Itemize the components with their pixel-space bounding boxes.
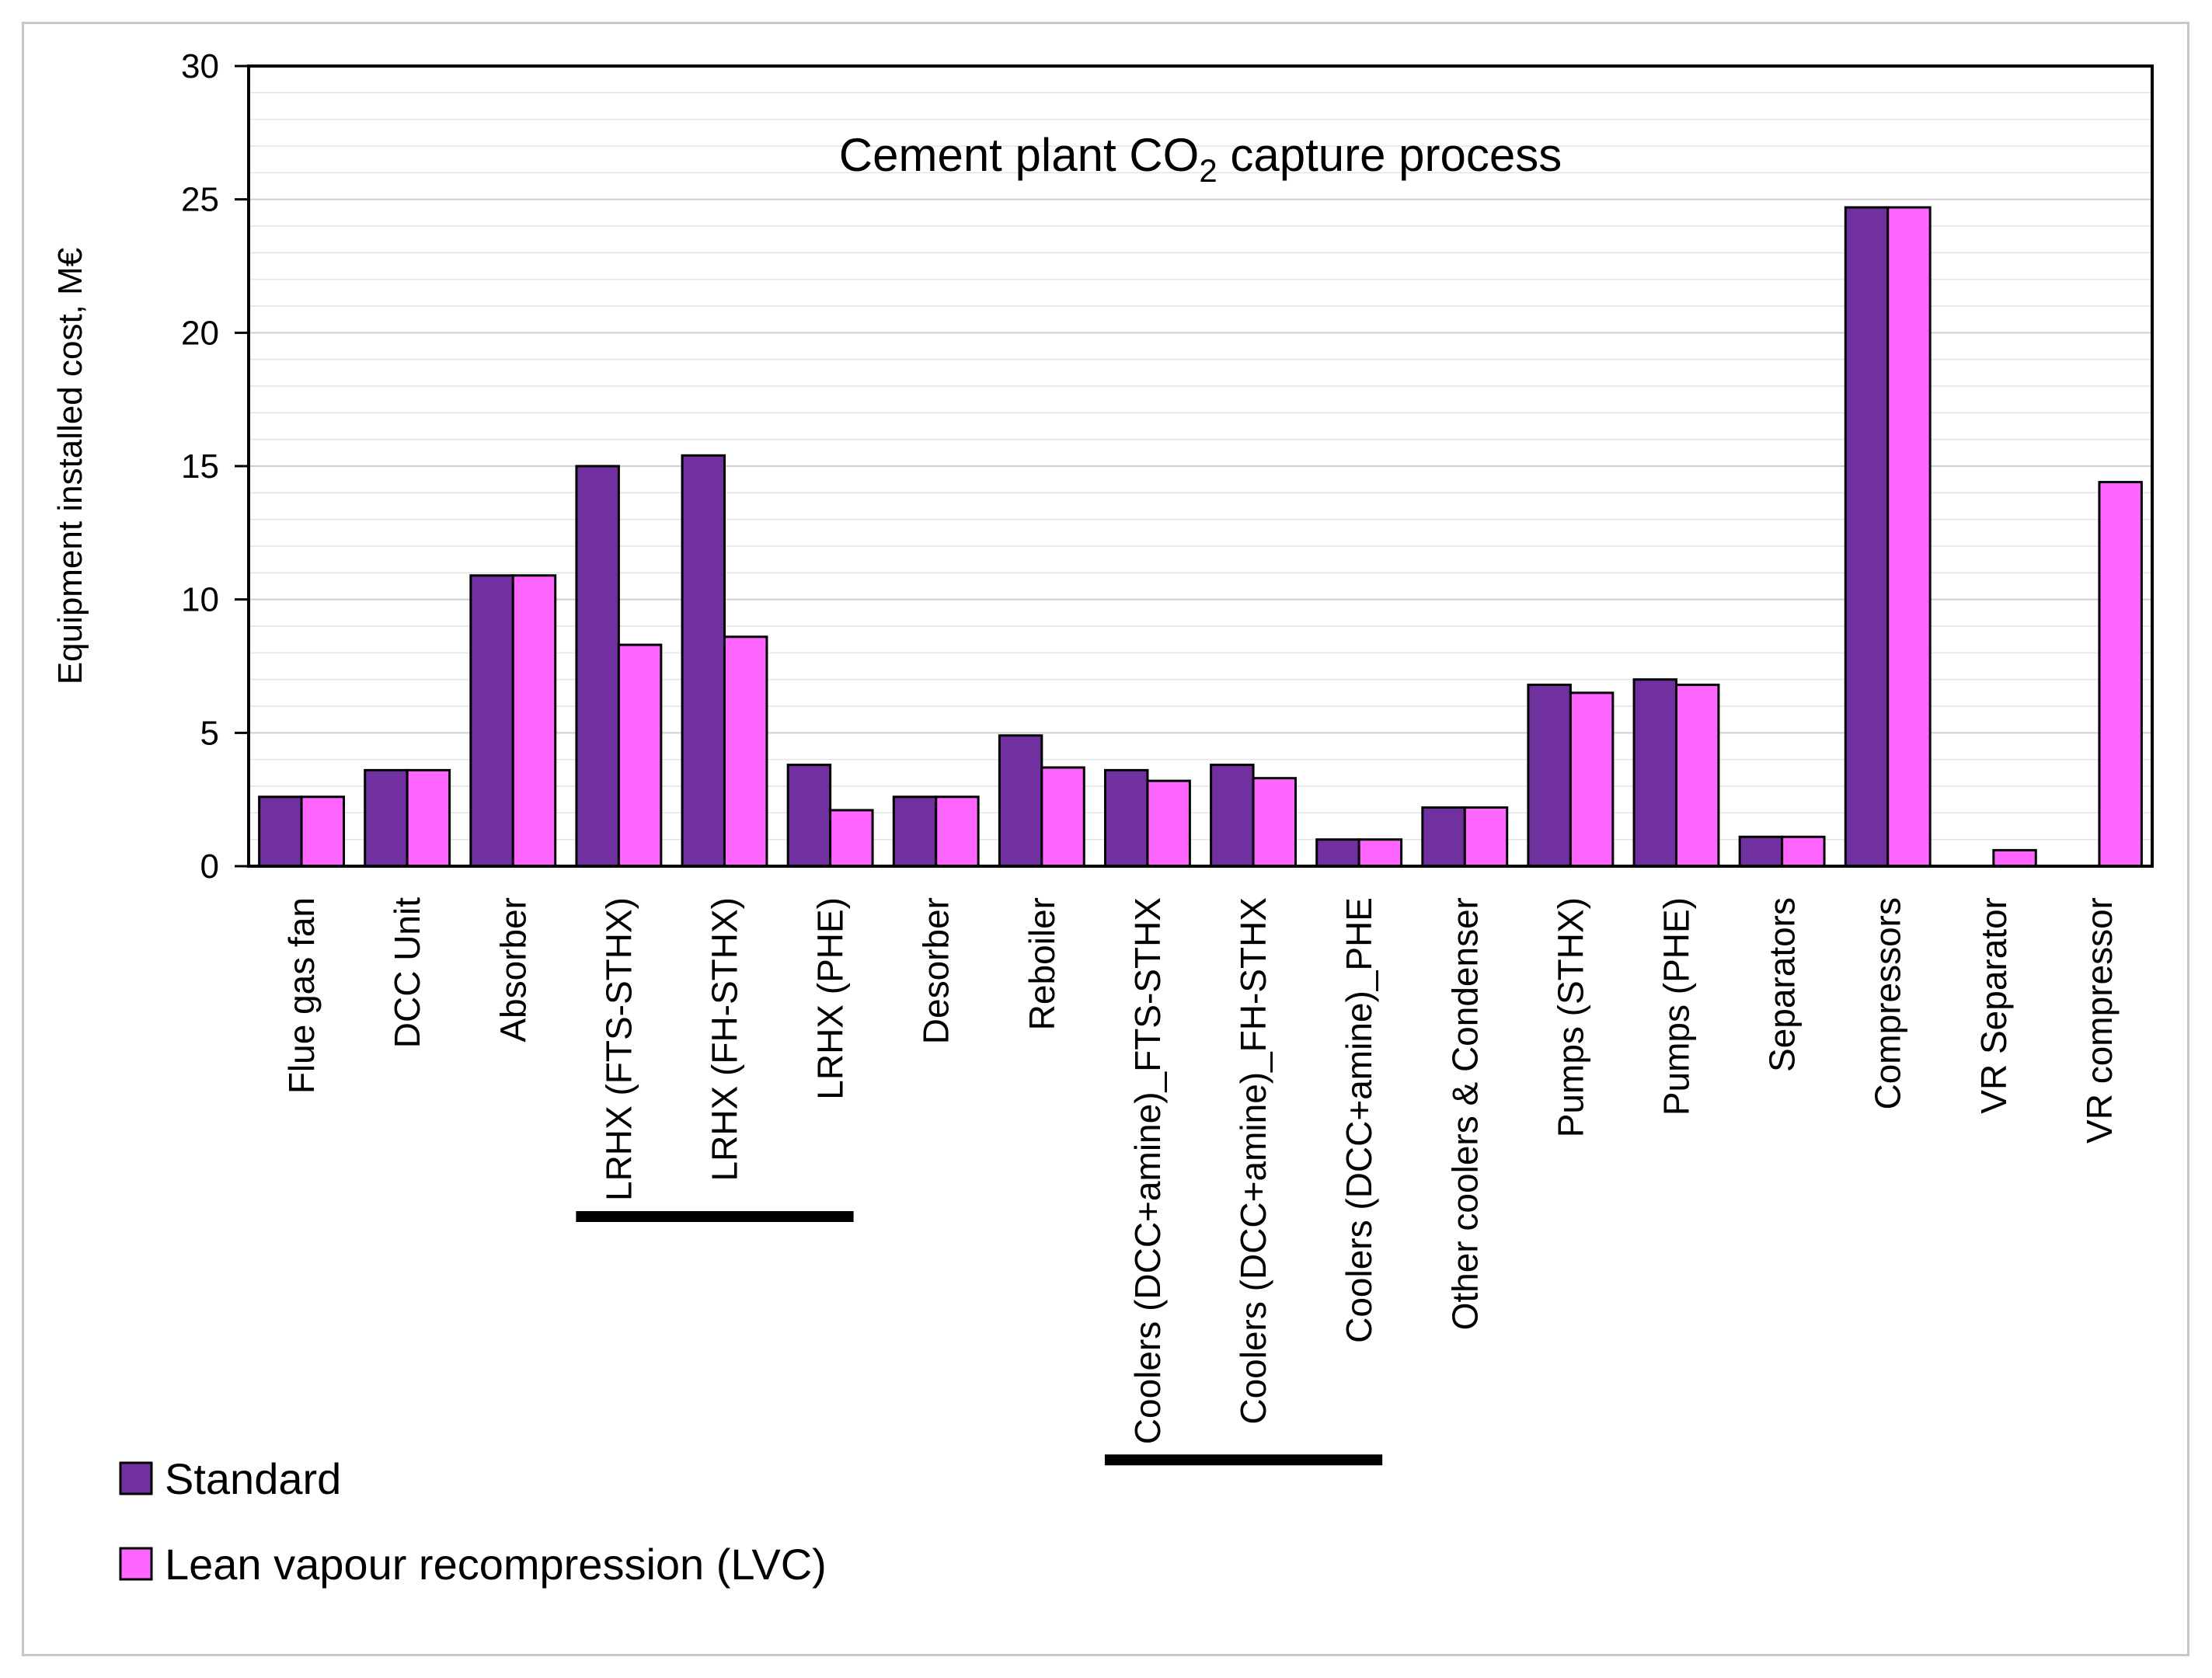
x-tick-label-compressors: Compressors <box>1868 897 1908 1110</box>
x-tick-label-vr-separator: VR Separator <box>1973 897 2014 1114</box>
bar-standard-lrhx-fts-sthx <box>575 465 620 868</box>
bar-lean-vap-coolers-dcc-amine-fts-sthx <box>1146 779 1191 868</box>
group-underlines <box>576 1211 1383 1466</box>
chart-frame <box>22 22 2189 1656</box>
legend-swatch-lvc <box>119 1547 153 1581</box>
chart-title: Cement plant CO2 capture process <box>839 129 1562 189</box>
bar-lean-vap-pumps-sthx <box>1569 691 1615 868</box>
x-tick-label-coolers-dcc-amine-fts-sthx: Coolers (DCC+amine)_FTS-STHX <box>1127 897 1168 1444</box>
bar-lean-vap-other-coolers-condenser <box>1463 806 1509 868</box>
bar-standard-lrhx-phe <box>786 764 832 868</box>
x-tick-label-lrhx-fh-sthx: LRHX (FH-STHX) <box>705 897 745 1181</box>
x-tick-label-pumps-sthx: Pumps (STHX) <box>1550 897 1590 1137</box>
x-axis-labels: Flue gas fan DCC Unit Absorber LRHX (FTS-ST… <box>281 897 2120 1444</box>
y-axis-title: Equipment installed cost, M€ <box>51 248 89 685</box>
x-tick-label-desorber: Desorber <box>916 897 956 1044</box>
bar-lean-vap-desorber <box>935 795 980 868</box>
bar-lean-vap-absorber <box>511 574 557 868</box>
bar-lean-vap-compressors <box>1886 206 1932 868</box>
x-tick-label-coolers-dcc-amine-fh-sthx: Coolers (DCC+amine)_FH-STHX <box>1233 897 1273 1425</box>
bar-lean-vap-lrhx-phe <box>829 809 874 868</box>
x-tick-label-vr-compressor: VR compressor <box>2079 897 2120 1144</box>
y-tick-label: 15 <box>181 447 219 486</box>
bar-standard-reboiler <box>998 734 1043 868</box>
y-tick-label: 10 <box>181 581 219 619</box>
bar-lean-vap-lrhx-fh-sthx <box>723 635 768 868</box>
bar-lean-vap-vr-separator <box>1992 848 2037 868</box>
y-tick-label: 0 <box>200 848 219 886</box>
x-tick-label-other-coolers-condenser: Other coolers & Condenser <box>1444 897 1485 1330</box>
x-tick-label-absorber: Absorber <box>493 897 533 1043</box>
x-tick-label-dcc-unit: DCC Unit <box>387 897 427 1048</box>
bar-standard-coolers-dcc-amine-phe <box>1315 838 1360 868</box>
bar-lean-vap-coolers-dcc-amine-phe <box>1357 838 1403 868</box>
y-axis: 0 5 10 15 20 25 30 <box>181 47 249 886</box>
y-tick-label: 25 <box>181 181 219 219</box>
bar-standard-separators <box>1738 835 1784 868</box>
bar-standard-coolers-dcc-amine-fts-sthx <box>1104 768 1149 868</box>
bar-standard-compressors <box>1844 206 1890 868</box>
legend: Standard Lean vapour recompression (LVC) <box>119 1454 827 1589</box>
bar-standard-dcc-unit <box>364 768 409 868</box>
y-tick-label: 20 <box>181 314 219 352</box>
legend-label-standard: Standard <box>165 1454 341 1503</box>
bar-lean-vap-separators <box>1781 835 1826 868</box>
bar-standard-pumps-sthx <box>1527 684 1572 868</box>
bar-lean-vap-lrhx-fts-sthx <box>617 643 663 868</box>
x-tick-label-coolers-dcc-amine-phe: Coolers (DCC+amine)_PHE <box>1339 897 1379 1343</box>
x-tick-label-lrhx-phe: LRHX (PHE) <box>810 897 851 1100</box>
x-tick-label-lrhx-fts-sthx: LRHX (FTS-STHX) <box>598 897 639 1201</box>
x-tick-label-flue-gas-fan: Flue gas fan <box>281 897 322 1094</box>
bar-lean-vap-flue-gas-fan <box>300 795 345 868</box>
y-tick-label: 30 <box>181 47 219 85</box>
legend-swatch-standard <box>119 1461 153 1495</box>
x-tick-label-pumps-phe: Pumps (PHE) <box>1656 897 1697 1116</box>
bar-lean-vap-dcc-unit <box>406 768 451 868</box>
gridlines <box>249 92 2152 841</box>
bar-standard-flue-gas-fan <box>258 795 303 868</box>
bars <box>258 206 2143 868</box>
bar-standard-lrhx-fh-sthx <box>681 454 726 868</box>
x-tick-label-reboiler: Reboiler <box>1022 897 1062 1030</box>
bar-standard-other-coolers-condenser <box>1421 806 1466 868</box>
bar-standard-desorber <box>892 795 938 868</box>
bar-standard-pumps-phe <box>1632 678 1678 868</box>
x-tick-label-separators: Separators <box>1762 897 1803 1072</box>
y-tick-label: 5 <box>200 714 219 752</box>
bar-standard-absorber <box>469 574 514 868</box>
bar-lean-vap-reboiler <box>1040 766 1085 868</box>
bar-lean-vap-vr-compressor <box>2098 481 2143 868</box>
bar-standard-coolers-dcc-amine-fh-sthx <box>1210 764 1255 868</box>
bar-lean-vap-pumps-phe <box>1675 684 1720 868</box>
bar-lean-vap-coolers-dcc-amine-fh-sthx <box>1252 777 1297 868</box>
legend-label-lvc: Lean vapour recompression (LVC) <box>165 1540 827 1589</box>
